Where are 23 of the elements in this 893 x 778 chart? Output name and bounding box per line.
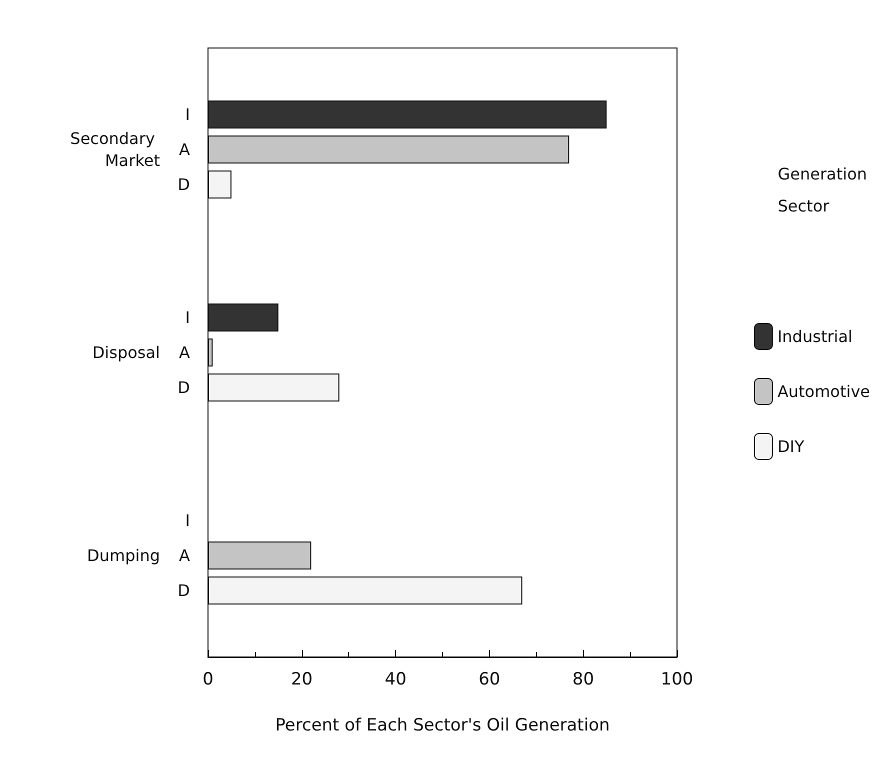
text: D [178,581,190,600]
text: A [179,140,190,159]
text: A [179,343,190,362]
y-tick-label: Dumping [87,546,160,565]
text: D [178,175,190,194]
text: A [179,546,190,565]
legend-label: Automotive [777,382,870,401]
legend-title: Generation Sector [778,164,868,216]
text: D [178,378,190,397]
x-axis-title: Percent of Each Sector's Oil Generation [275,716,610,736]
text: I [185,308,190,327]
legend-label: DIY [777,437,804,456]
x-tick-label: 40 [384,670,406,690]
x-tick-label: 100 [660,670,694,690]
x-tick-label: 20 [290,670,313,690]
text: I [185,511,190,530]
legend-label: Industrial [777,327,852,346]
x-tick-label: 0 [202,670,214,690]
text: I [185,105,190,124]
y-tick-label: Secondary Market [70,129,160,170]
y-tick-label: Disposal [92,343,160,362]
x-tick-label: 80 [572,670,594,690]
x-tick-label: 60 [478,670,500,690]
